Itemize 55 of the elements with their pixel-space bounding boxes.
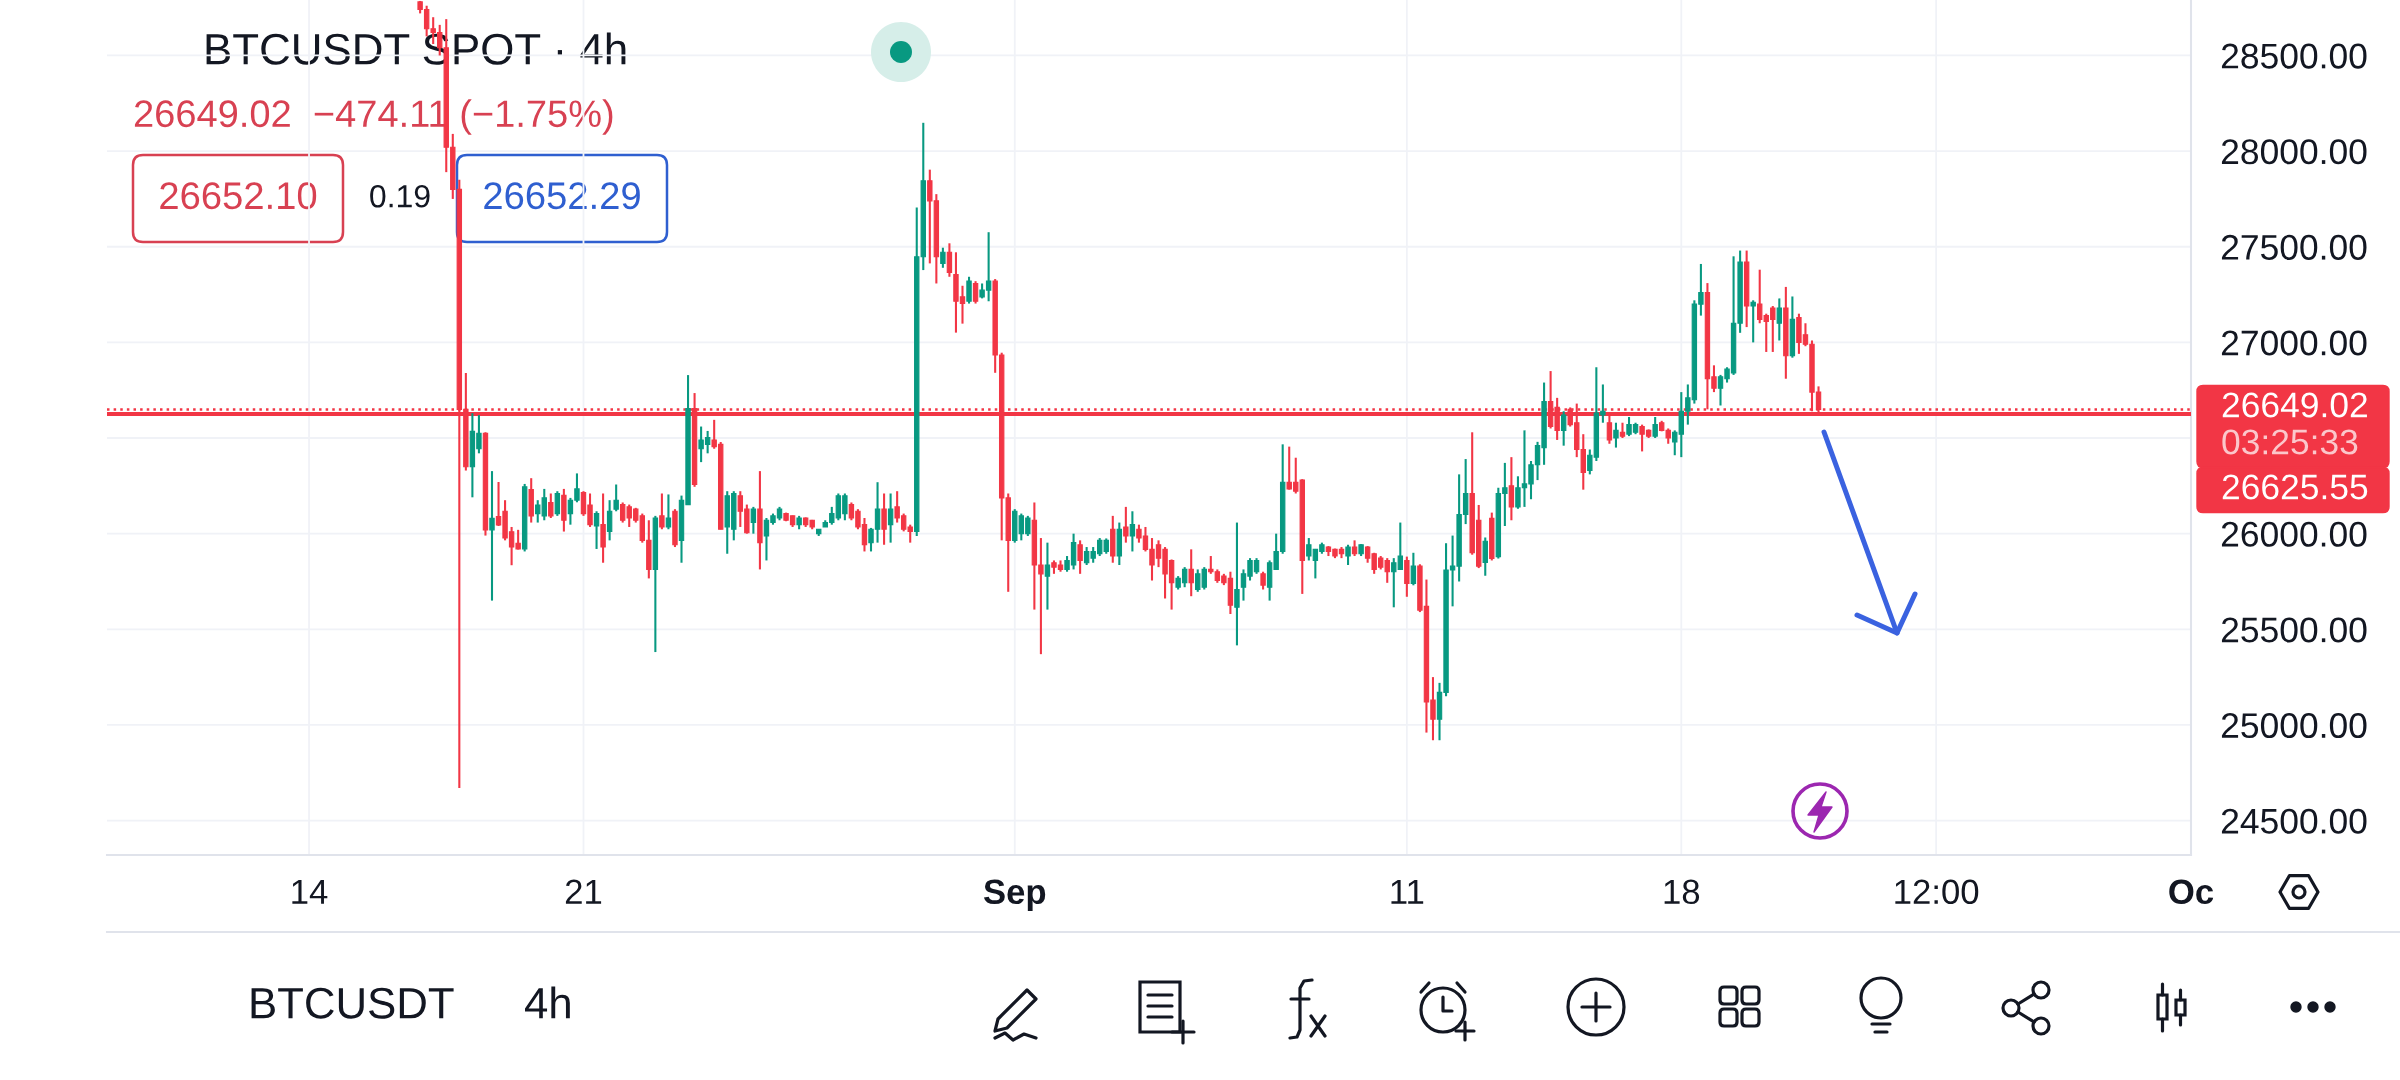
candlestick xyxy=(606,499,613,542)
annotation: 26652.10 xyxy=(160,182,317,210)
y-tick-label: 25000.00 xyxy=(2221,713,2367,739)
candlestick xyxy=(1044,541,1051,611)
candlestick xyxy=(1652,415,1658,440)
candlestick xyxy=(554,490,561,517)
candlestick xyxy=(613,483,619,513)
candlestick xyxy=(750,505,757,535)
y-tick-label: 28500.00 xyxy=(2221,43,2367,69)
x-tick-label: 11 xyxy=(1391,879,1424,904)
x-tick-label: 14 xyxy=(292,879,328,904)
candlestick xyxy=(946,242,953,278)
annotation: 0.19 xyxy=(370,184,430,208)
candlestick xyxy=(1404,555,1410,598)
x-tick-label: 12:00 xyxy=(1895,879,1979,905)
candlestick xyxy=(966,275,972,305)
candlestick xyxy=(489,470,495,602)
candlestick xyxy=(600,492,606,564)
candlestick xyxy=(1750,299,1756,344)
candlestick xyxy=(659,492,665,531)
candlestick xyxy=(1129,510,1136,553)
ref-line-label: 26649.02 03:25:33 xyxy=(2222,392,2367,455)
candlestick xyxy=(940,246,946,269)
candlestick xyxy=(972,280,979,305)
y-tick-label: 28000.00 xyxy=(2221,139,2367,165)
candlestick xyxy=(665,493,672,531)
candlestick xyxy=(1123,505,1129,544)
x-tick-label: Sep xyxy=(983,879,1046,911)
y-tick-label: 27000.00 xyxy=(2221,330,2367,356)
candlestick xyxy=(1482,536,1488,577)
text: BTCUSDT xyxy=(251,987,454,1019)
text: 4h xyxy=(525,986,570,1019)
y-tick-label: 27500.00 xyxy=(2221,234,2367,260)
candlestick xyxy=(1410,551,1417,587)
candlestick xyxy=(1619,421,1626,440)
candlestick xyxy=(1776,297,1783,342)
candlestick xyxy=(1613,421,1619,449)
y-tick-label: 24500.00 xyxy=(2221,808,2367,834)
candlestick xyxy=(1188,548,1194,598)
y-tick-label: 25500.00 xyxy=(2221,617,2367,643)
candlestick xyxy=(881,492,887,546)
candlestick xyxy=(548,492,554,520)
x-tick-label: 18 xyxy=(1664,879,1700,905)
candlestick xyxy=(593,510,600,550)
candlestick xyxy=(1508,456,1515,522)
candlestick xyxy=(1560,410,1567,447)
candlestick xyxy=(1077,539,1083,575)
x-tick-label: 21 xyxy=(565,879,602,904)
annotation: 26652.29 xyxy=(484,182,640,210)
x-tick-label: Oc xyxy=(2169,879,2214,905)
ref-line-label: 26625.55 xyxy=(2222,474,2368,500)
candlestick xyxy=(1345,543,1351,567)
candlestick xyxy=(1234,521,1240,647)
candlestick xyxy=(887,492,894,544)
y-tick-label: 26000.00 xyxy=(2221,521,2367,547)
